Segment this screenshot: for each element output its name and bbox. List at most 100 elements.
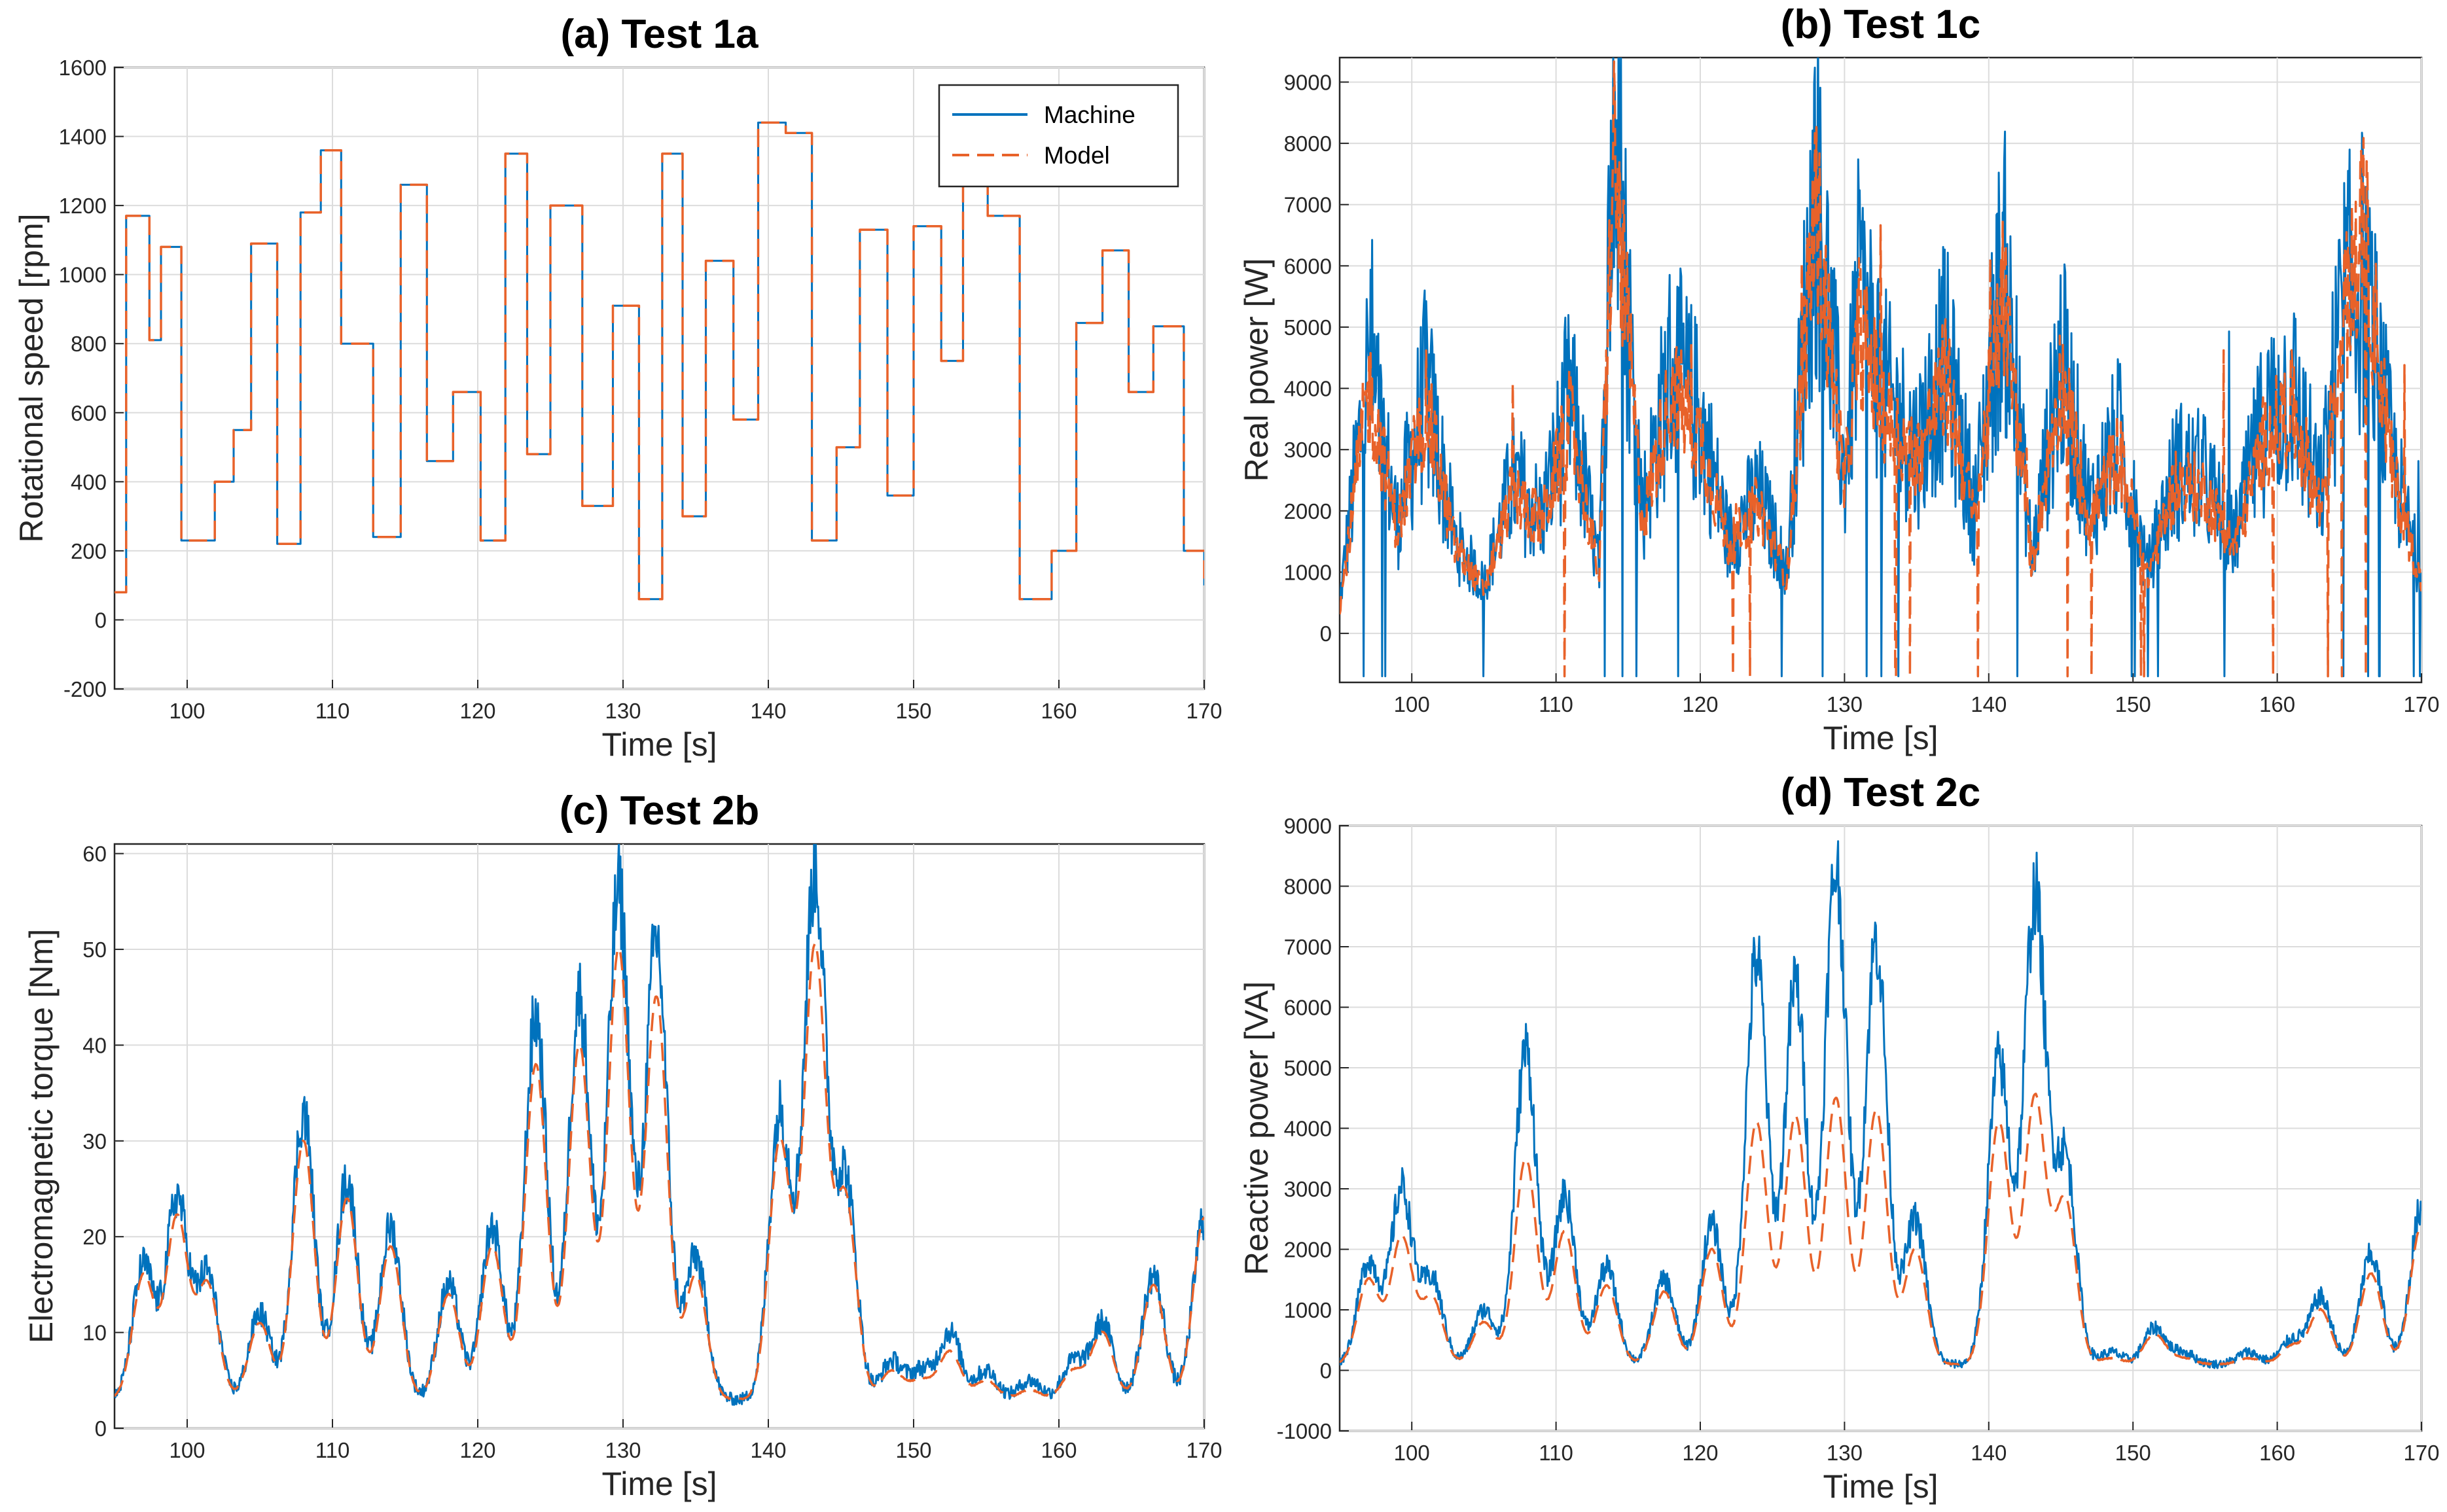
- x-tick-label: 100: [1394, 1441, 1430, 1465]
- x-tick-label: 110: [315, 1438, 350, 1462]
- x-axis-label: Time [s]: [602, 1466, 717, 1502]
- y-tick-label: 1200: [59, 194, 107, 218]
- y-tick-label: 1000: [1284, 560, 1332, 584]
- chart-title: (b) Test 1c: [1781, 2, 1980, 47]
- y-tick-label: 3000: [1284, 1177, 1332, 1201]
- x-tick-label: 130: [1827, 692, 1863, 716]
- y-tick-label: 0: [1320, 622, 1332, 646]
- series-machine-line: [115, 844, 1204, 1406]
- y-tick-label: 5000: [1284, 1056, 1332, 1080]
- y-tick-label: 1600: [59, 56, 107, 80]
- x-tick-label: 160: [1041, 699, 1077, 723]
- y-tick-label: 1000: [59, 263, 107, 287]
- y-axis-label: Reactive power [VA]: [1238, 981, 1275, 1275]
- y-tick-label: 9000: [1284, 814, 1332, 838]
- y-tick-label: 200: [71, 539, 107, 563]
- series-group: [115, 121, 1204, 601]
- chart-title: (a) Test 1a: [560, 12, 759, 57]
- x-tick-label: 150: [895, 1438, 931, 1462]
- panel-b: 100 110 120 130 140 150 160 170 0 1000 2000 3000 400…: [1238, 2, 2440, 756]
- legend-box: [938, 84, 1179, 188]
- x-tick-label: 150: [2115, 692, 2151, 716]
- y-tick-label: 3000: [1284, 438, 1332, 462]
- x-axis-label: Time [s]: [602, 726, 717, 763]
- series-group: [1340, 840, 2421, 1369]
- y-tick-label: 0: [1320, 1359, 1332, 1383]
- series-model-line: [1340, 1093, 2421, 1366]
- x-tick-label: 110: [315, 699, 350, 723]
- x-tick-label: 100: [1394, 692, 1430, 716]
- y-tick-label: 800: [71, 332, 107, 356]
- panel-c: 100 110 120 130 140 150 160 170 0 10 20 30 40 50 60 (c)…: [23, 788, 1223, 1502]
- x-axis-label: Time [s]: [1823, 720, 1938, 756]
- x-tick-label: 160: [1041, 1438, 1077, 1462]
- panel-a: 100 110 120 130 140 150 160 170 -200 0 200 400 600 80…: [13, 12, 1223, 763]
- x-tick-label: 170: [1186, 1438, 1222, 1462]
- y-tick-label: -1000: [1277, 1419, 1332, 1443]
- y-tick-label: 4000: [1284, 1117, 1332, 1141]
- y-tick-label: 0: [95, 1416, 107, 1441]
- y-tick-label: 4000: [1284, 377, 1332, 401]
- y-tick-label: 7000: [1284, 935, 1332, 959]
- x-axis-label: Time [s]: [1823, 1468, 1938, 1505]
- chart-title: (d) Test 2c: [1781, 770, 1980, 815]
- y-tick-label: 5000: [1284, 315, 1332, 340]
- y-axis-label: Real power [W]: [1238, 258, 1275, 482]
- series-group: [115, 844, 1204, 1406]
- y-tick-label: 2000: [1284, 1238, 1332, 1262]
- y-tick-label: 30: [82, 1129, 107, 1153]
- panel-d: 100 110 120 130 140 150 160 170 -1000 0 1000 2000 30…: [1238, 770, 2440, 1505]
- x-tick-label: 150: [2115, 1441, 2151, 1465]
- x-tick-label: 110: [1539, 1441, 1573, 1465]
- y-tick-label: 8000: [1284, 132, 1332, 156]
- y-tick-label: 0: [95, 608, 107, 632]
- x-tick-label: 140: [1971, 692, 2007, 716]
- series-model-line: [115, 121, 1204, 601]
- y-tick-label: 6000: [1284, 254, 1332, 278]
- y-tick-label: -200: [63, 677, 107, 701]
- x-tick-label: 100: [169, 1438, 205, 1462]
- series-model-line: [115, 941, 1204, 1401]
- x-tick-label: 120: [1682, 1441, 1718, 1465]
- x-tick-label: 130: [605, 1438, 641, 1462]
- y-tick-label: 600: [71, 401, 107, 425]
- y-tick-label: 6000: [1284, 996, 1332, 1020]
- x-tick-label: 140: [750, 1438, 786, 1462]
- series-model-line: [1340, 60, 2421, 678]
- x-tick-label: 140: [1971, 1441, 2007, 1465]
- legend: Machine Model: [938, 84, 1179, 188]
- legend-entry-model: Model: [1044, 142, 1110, 169]
- y-tick-label: 20: [82, 1225, 107, 1249]
- x-tick-label: 120: [459, 699, 495, 723]
- series-group: [1340, 58, 2421, 678]
- y-axis-label: Rotational speed [rpm]: [13, 213, 50, 542]
- y-tick-label: 2000: [1284, 499, 1332, 523]
- y-tick-label: 9000: [1284, 70, 1332, 94]
- x-tick-label: 140: [750, 699, 786, 723]
- y-tick-label: 40: [82, 1033, 107, 1057]
- x-tick-label: 100: [169, 699, 205, 723]
- y-tick-label: 60: [82, 842, 107, 866]
- x-tick-label: 120: [1682, 692, 1718, 716]
- y-axis-label: Electromagnetic torque [Nm]: [23, 929, 60, 1344]
- y-tick-label: 50: [82, 938, 107, 962]
- y-tick-label: 400: [71, 470, 107, 494]
- x-tick-label: 130: [605, 699, 641, 723]
- legend-entry-machine: Machine: [1044, 101, 1135, 128]
- x-tick-label: 170: [2403, 692, 2439, 716]
- x-tick-label: 170: [2403, 1441, 2439, 1465]
- x-tick-label: 160: [2259, 692, 2295, 716]
- x-tick-label: 150: [895, 699, 931, 723]
- y-tick-label: 7000: [1284, 193, 1332, 217]
- x-tick-label: 110: [1539, 692, 1573, 716]
- y-tick-label: 8000: [1284, 875, 1332, 899]
- x-tick-label: 160: [2259, 1441, 2295, 1465]
- chart-title: (c) Test 2b: [560, 788, 759, 834]
- y-tick-label: 10: [82, 1321, 107, 1345]
- x-tick-label: 120: [459, 1438, 495, 1462]
- series-machine-line: [1340, 840, 2421, 1369]
- x-tick-label: 130: [1827, 1441, 1863, 1465]
- y-tick-label: 1400: [59, 125, 107, 149]
- x-tick-label: 170: [1186, 699, 1222, 723]
